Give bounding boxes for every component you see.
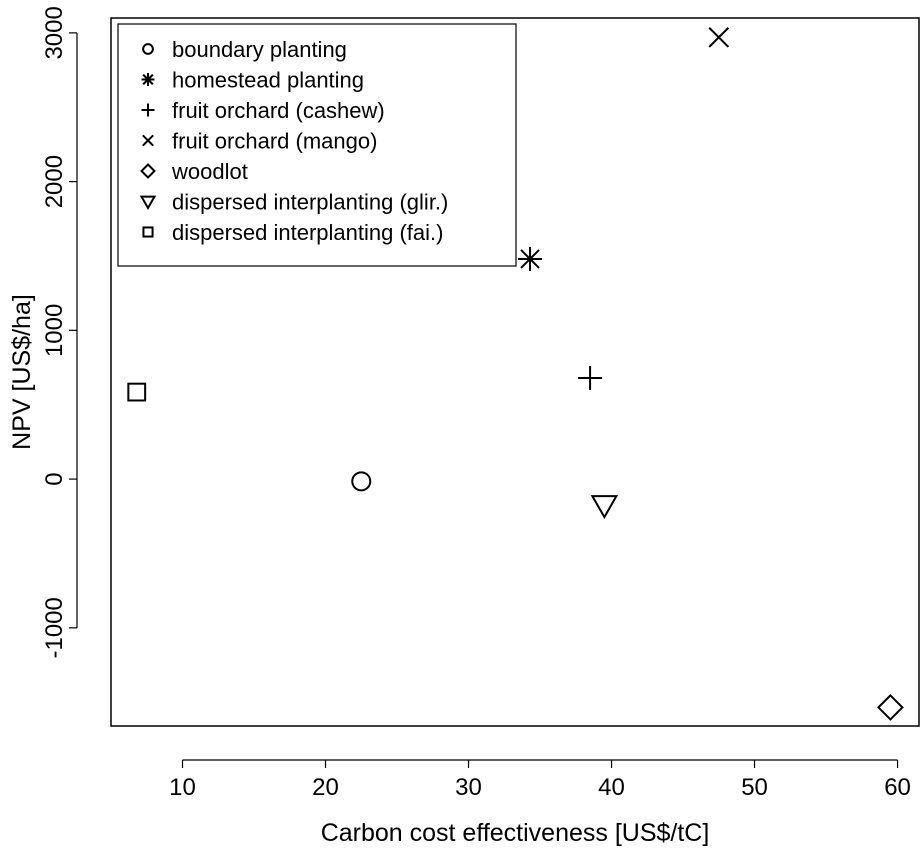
x-tick-label: 10 xyxy=(169,774,196,801)
y-tick-label: 3000 xyxy=(41,6,68,59)
legend-marker-plus xyxy=(141,103,155,117)
x-tick-label: 30 xyxy=(455,774,482,801)
legend-marker-square xyxy=(142,226,154,238)
legend-label: boundary planting xyxy=(172,37,347,62)
data-points xyxy=(127,27,904,721)
data-point-cross xyxy=(708,27,730,48)
legend-label: woodlot xyxy=(171,159,248,184)
legend-marker-diamond xyxy=(140,163,156,179)
axes: 10 20 30 40 50 60 -1000 0 1000 2000 3000 xyxy=(41,6,911,801)
x-tick-label: 20 xyxy=(312,774,339,801)
legend-marker-triangle-down xyxy=(139,195,157,211)
data-point-plus xyxy=(578,365,603,390)
data-point-diamond xyxy=(876,693,904,721)
legend-marker-cross xyxy=(142,134,154,147)
data-point-circle xyxy=(351,471,372,492)
legend-label: fruit orchard (cashew) xyxy=(172,98,385,123)
legend: boundary planting homestead planting fruit… xyxy=(117,23,517,267)
y-tick-label: 1000 xyxy=(41,304,68,357)
y-axis-title: NPV [US$/ha] xyxy=(8,294,36,450)
legend-label: dispersed interplanting (glir.) xyxy=(172,190,448,215)
legend-label: homestead planting xyxy=(172,68,364,93)
y-tick-label: -1000 xyxy=(41,597,68,658)
data-point-triangle-down xyxy=(590,495,619,520)
data-point-asterisk xyxy=(518,246,543,271)
legend-label: dispersed interplanting (fai.) xyxy=(172,220,443,245)
legend-label: fruit orchard (mango) xyxy=(172,129,377,154)
x-axis-title: Carbon cost effectiveness [US$/tC] xyxy=(321,819,710,847)
legend-box xyxy=(117,23,517,267)
y-tick-label: 0 xyxy=(41,472,68,485)
plot-frame xyxy=(110,17,920,727)
x-tick-label: 40 xyxy=(598,774,625,801)
x-tick-label: 50 xyxy=(741,774,768,801)
x-tick-label: 60 xyxy=(884,774,911,801)
legend-marker-circle xyxy=(142,43,154,55)
legend-marker-asterisk xyxy=(141,73,155,86)
y-tick-label: 2000 xyxy=(41,155,68,208)
data-point-square xyxy=(127,382,147,402)
